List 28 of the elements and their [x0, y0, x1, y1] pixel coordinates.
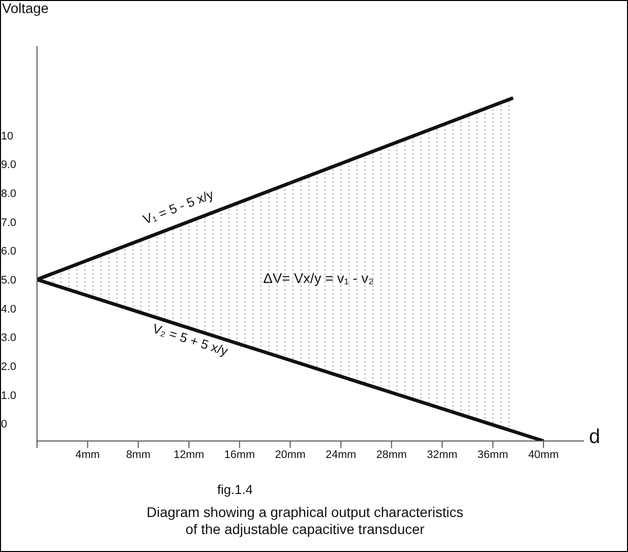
- x-tick-label: 32mm: [426, 448, 458, 461]
- text: V₂ = 5 + 5 x/y: [150, 320, 230, 359]
- y-tick-label: 6.0: [1, 246, 16, 258]
- y-tick-label: 8.0: [1, 188, 16, 200]
- x-axis-title: d: [589, 426, 600, 449]
- x-tick-label: 8mm: [126, 448, 151, 461]
- y-tick-label: 7.0: [1, 216, 16, 229]
- annotation: ΔV= Vx/y = v₁ - v₂: [263, 270, 374, 286]
- x-tick-label: 24mm: [326, 448, 356, 461]
- x-tick-label: 40mm: [528, 448, 559, 461]
- y-axis-title: Voltage: [2, 0, 49, 16]
- y-tick-label: 9.0: [1, 159, 16, 172]
- y-tick-label: 5.0: [1, 274, 16, 286]
- x-tick-label: 20mm: [274, 448, 306, 461]
- x-tick-label: 28mm: [376, 448, 407, 461]
- x-tick-label: 36mm: [478, 448, 508, 461]
- text: V₁ = 5 - 5 x/y: [140, 186, 216, 228]
- y-tick-label: 2.0: [1, 360, 16, 373]
- x-tick-label: 16mm: [224, 448, 255, 461]
- text: Diagram showing a graphical output characteristics of the adjustable capacitive transducer: [146, 504, 464, 538]
- y-tick-label: 10: [1, 130, 14, 142]
- caption: fig.1.4: [216, 482, 254, 497]
- y-tick-label: 1.0: [1, 390, 16, 402]
- y-tick-label: 3.0: [1, 332, 16, 344]
- x-tick-label: 12mm: [174, 448, 204, 461]
- y-tick-label: 0: [1, 418, 8, 431]
- y-tick-label: 4.0: [1, 303, 16, 316]
- x-tick-label: 4mm: [75, 448, 100, 461]
